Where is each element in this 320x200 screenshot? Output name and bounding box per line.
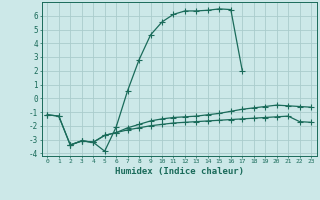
X-axis label: Humidex (Indice chaleur): Humidex (Indice chaleur) bbox=[115, 167, 244, 176]
